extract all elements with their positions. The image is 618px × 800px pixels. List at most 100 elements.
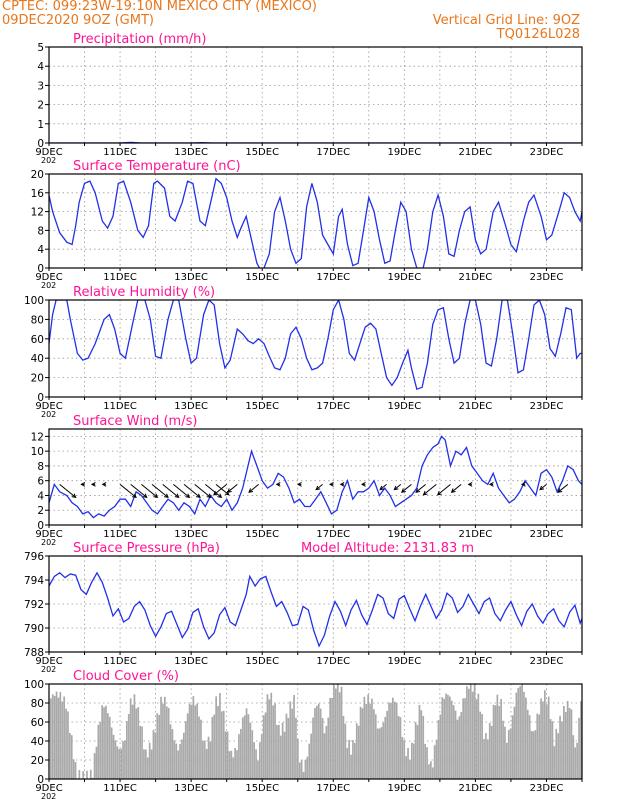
cloud-bar <box>428 764 430 779</box>
x-tick-label: 11DEC <box>103 529 137 540</box>
wind-arrow <box>130 483 148 498</box>
cloud-bar <box>547 696 550 779</box>
cloud-bar <box>321 718 324 779</box>
y-tick-label: 40 <box>31 353 44 365</box>
x-tick-label: 15DEC <box>245 783 279 794</box>
cloud-bar <box>200 719 202 779</box>
wind-arrow <box>205 483 222 498</box>
cloud-bar <box>454 710 457 779</box>
cloud-bar <box>519 686 521 779</box>
wind-arrow-head <box>401 488 406 493</box>
plot-frame <box>48 428 583 526</box>
cloud-bar <box>238 734 240 779</box>
wind-arrow-head <box>436 490 442 496</box>
cloud-bar <box>373 709 375 779</box>
wind-arrow-head <box>248 488 254 493</box>
cloud-bar <box>257 760 259 779</box>
cloud-bar <box>63 696 65 779</box>
cloud-bar <box>192 696 195 779</box>
x-tick-label: 23DEC <box>530 272 564 283</box>
cloud-bar <box>295 717 297 779</box>
cloud-bar <box>139 725 141 779</box>
cloud-bar <box>534 730 537 779</box>
cloud-bar <box>507 730 510 779</box>
cloud-bar <box>190 704 193 779</box>
cloud-bar <box>344 723 347 779</box>
cloud-bar <box>141 726 143 779</box>
cloud-bar <box>289 701 292 779</box>
series-group <box>49 571 582 648</box>
cloud-bar <box>329 697 331 779</box>
cloud-bar <box>359 706 362 779</box>
cloud-bar <box>479 711 482 779</box>
cloud-bar <box>304 759 307 779</box>
x-tick-label: 19DEC <box>387 272 421 283</box>
cloud-bar <box>331 697 333 779</box>
cloud-bar <box>219 693 221 779</box>
y-tick-label: 2 <box>37 505 44 517</box>
x-axis-year-note: 202 <box>41 281 56 290</box>
cloud-bar <box>316 705 318 779</box>
cloud-bar <box>426 747 428 779</box>
y-tick-label: 2 <box>37 100 44 112</box>
cloud-bar <box>268 699 271 779</box>
cloud-bar <box>576 742 578 779</box>
cloud-bar <box>217 706 219 779</box>
wind-arrow <box>437 483 451 496</box>
cloud-bar <box>536 713 539 779</box>
cloud-bar <box>312 717 314 779</box>
y-tick-label: 8 <box>37 461 44 473</box>
cloud-bar <box>390 703 392 779</box>
cloud-bar <box>179 743 181 779</box>
wind-arrow <box>557 483 569 493</box>
cloud-bar <box>74 761 77 779</box>
cloud-bar <box>228 751 231 779</box>
cloud-bar <box>281 722 284 779</box>
panel-title: Surface Temperature (nC) <box>73 159 241 174</box>
cloud-bar <box>165 706 168 779</box>
cloud-bar <box>371 698 373 779</box>
panel-wind: 0 2 4 6 8 10 12 9DEC 11DEC 13DEC 15DEC 17DEC 19DEC 21… <box>31 414 583 547</box>
panel-title: Surface Wind (m/s) <box>73 414 197 429</box>
x-tick-label: 21DEC <box>459 529 493 540</box>
y-tick-label: 10 <box>31 446 44 458</box>
x-tick-label: 17DEC <box>316 272 350 283</box>
y-tick-label: 20 <box>31 373 44 385</box>
cloud-bar <box>183 732 185 779</box>
cloud-bar <box>293 694 295 779</box>
cloud-bar <box>506 742 508 779</box>
wind-arrow-head <box>142 493 148 499</box>
cloud-bar <box>574 747 577 779</box>
cloud-bar <box>211 716 214 779</box>
cloud-bar <box>171 729 174 779</box>
cloud-bar <box>393 701 396 779</box>
cloud-bar <box>566 700 569 779</box>
cloud-bar <box>198 716 200 779</box>
y-tick-label: 0 <box>37 520 44 532</box>
cloud-bar <box>110 727 113 779</box>
cloud-bar <box>374 714 377 779</box>
cloud-bar <box>563 706 565 779</box>
x-tick-label: 15DEC <box>245 272 279 283</box>
x-axis-year-note: 202 <box>41 410 56 419</box>
y-tick-label: 1 <box>37 119 44 131</box>
cloud-bar <box>57 697 60 779</box>
plot-frame <box>48 46 583 144</box>
wind-arrow-head <box>206 493 212 499</box>
x-tick-label: 23DEC <box>530 529 564 540</box>
x-axis-year-note: 202 <box>41 792 56 800</box>
cloud-bar <box>50 698 52 779</box>
wind-arrow <box>248 483 259 493</box>
cloud-bar <box>471 691 474 779</box>
cloud-bar <box>509 728 512 779</box>
cloud-bar <box>433 745 436 779</box>
cloud-bar <box>95 746 98 779</box>
cloud-bar <box>414 722 417 779</box>
cloud-bar <box>145 749 147 779</box>
cloud-bar <box>424 743 426 779</box>
x-tick-label: 15DEC <box>245 656 279 667</box>
cloud-bar <box>253 742 255 779</box>
cloud-bar <box>338 692 341 779</box>
panel-temp: 0 4 8 12 16 20 9DEC 11DEC 13DEC 15DEC 17DEC 19DEC 21… <box>31 159 583 290</box>
